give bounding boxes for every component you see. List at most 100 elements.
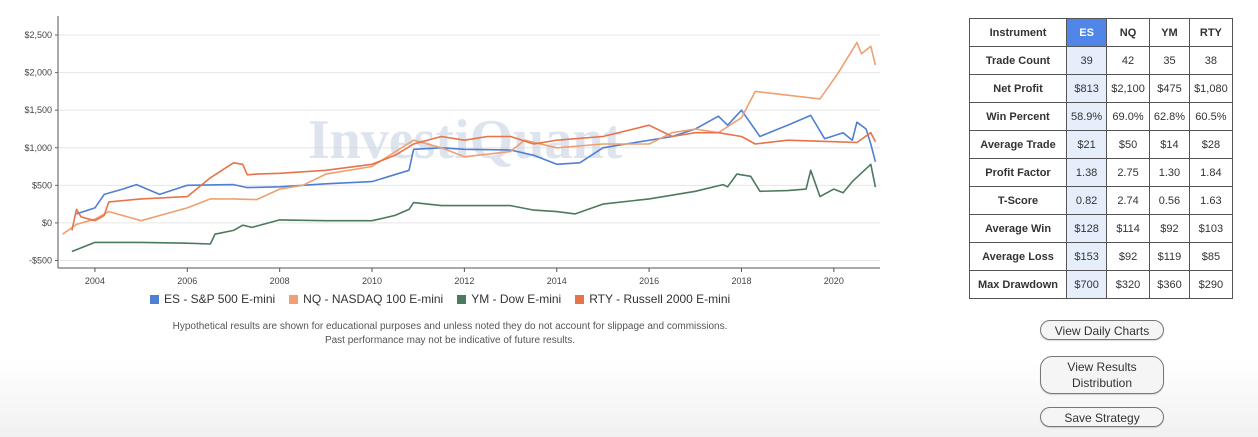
row-label: Net Profit	[969, 74, 1067, 103]
table-row: Win Percent 58.9% 69.0% 62.8% 60.5%	[969, 102, 1233, 131]
row-label: Average Loss	[969, 242, 1067, 271]
y-tick-label: $0	[42, 218, 52, 228]
table-row: Average Win $128 $114 $92 $103	[969, 214, 1233, 243]
cell-nq: 69.0%	[1106, 102, 1150, 131]
cell-nq: $2,100	[1106, 74, 1150, 103]
row-label: T-Score	[969, 186, 1067, 215]
cell-nq: $320	[1106, 270, 1150, 299]
header-instrument: Instrument	[969, 18, 1067, 47]
table-row: Trade Count 39 42 35 38	[969, 46, 1233, 75]
x-tick-label: 2008	[270, 276, 290, 286]
axes	[57, 16, 880, 269]
legend: ES - S&P 500 E-mini NQ - NASDAQ 100 E-mi…	[150, 292, 730, 306]
legend-swatch-rty	[575, 294, 585, 304]
view-daily-charts-button[interactable]: View Daily Charts	[1040, 320, 1164, 340]
cell-rty: 60.5%	[1189, 102, 1233, 131]
metrics-table: Instrument ES NQ YM RTY Trade Count 39 4…	[969, 18, 1233, 299]
cell-rty: $85	[1189, 242, 1233, 271]
cell-rty: 38	[1189, 46, 1233, 75]
row-label: Average Trade	[969, 130, 1067, 159]
cell-nq: $114	[1106, 214, 1150, 243]
x-tick-label: 2010	[362, 276, 382, 286]
cell-es: 0.82	[1065, 186, 1108, 215]
x-tick-label: 2014	[547, 276, 567, 286]
cell-ym: $360	[1148, 270, 1191, 299]
legend-item-ym[interactable]: YM - Dow E-mini	[457, 292, 561, 306]
cell-nq: $92	[1106, 242, 1150, 271]
legend-swatch-es	[150, 294, 159, 304]
view-results-distribution-button[interactable]: View Results Distribution	[1040, 356, 1164, 394]
series-line-nq	[62, 41, 877, 235]
cell-es: $153	[1065, 242, 1108, 271]
row-label: Profit Factor	[969, 158, 1067, 187]
table-row: Average Loss $153 $92 $119 $85	[969, 242, 1233, 271]
cell-es: 58.9%	[1065, 102, 1108, 131]
x-tick-labels: 2004 2006 2008 2010 2012 2014 2016 2018 2020	[85, 268, 844, 286]
cell-nq: 2.75	[1106, 158, 1150, 187]
header-nq[interactable]: NQ	[1106, 18, 1150, 47]
cell-ym: 0.56	[1148, 186, 1191, 215]
cell-rty: $290	[1189, 270, 1233, 299]
row-label: Trade Count	[969, 46, 1067, 75]
header-es[interactable]: ES	[1065, 18, 1108, 47]
table-row: T-Score 0.82 2.74 0.56 1.63	[969, 186, 1233, 215]
table-row: Max Drawdown $700 $320 $360 $290	[969, 270, 1233, 299]
cell-es: 39	[1065, 46, 1108, 75]
series-lines	[62, 41, 877, 253]
cell-nq: $50	[1106, 130, 1150, 159]
x-tick-label: 2012	[454, 276, 474, 286]
cell-rty: $28	[1189, 130, 1233, 159]
cell-ym: $14	[1148, 130, 1191, 159]
table-row: Profit Factor 1.38 2.75 1.30 1.84	[969, 158, 1233, 187]
cell-ym: 1.30	[1148, 158, 1191, 187]
y-tick-label: -$500	[29, 255, 52, 265]
results-distribution-label-1: View Results	[1067, 360, 1137, 374]
cell-ym: 35	[1148, 46, 1191, 75]
cell-ym: $119	[1148, 242, 1191, 271]
legend-label-rty: RTY - Russell 2000 E-mini	[589, 292, 731, 306]
cell-es: $700	[1065, 270, 1108, 299]
cell-es: $21	[1065, 130, 1108, 159]
y-tick-label: $2,000	[24, 68, 52, 78]
y-tick-label: $1,500	[24, 105, 52, 115]
series-line-es	[76, 109, 877, 215]
x-tick-label: 2018	[731, 276, 751, 286]
cell-es: $128	[1065, 214, 1108, 243]
cell-ym: 62.8%	[1148, 102, 1191, 131]
cell-es: $813	[1065, 74, 1108, 103]
legend-swatch-nq	[289, 294, 299, 304]
row-label: Win Percent	[969, 102, 1067, 131]
cell-nq: 42	[1106, 46, 1150, 75]
series-line-rty	[71, 124, 877, 231]
legend-swatch-ym	[457, 294, 467, 304]
disclaimer: Hypothetical results are shown for educa…	[0, 320, 900, 348]
legend-item-rty[interactable]: RTY - Russell 2000 E-mini	[575, 292, 730, 306]
table-row: Average Trade $21 $50 $14 $28	[969, 130, 1233, 159]
legend-label-ym: YM - Dow E-mini	[471, 292, 562, 306]
x-tick-label: 2006	[177, 276, 197, 286]
table-header-row: Instrument ES NQ YM RTY	[969, 18, 1233, 47]
header-rty[interactable]: RTY	[1189, 18, 1233, 47]
cell-nq: 2.74	[1106, 186, 1150, 215]
x-tick-label: 2020	[824, 276, 844, 286]
y-tick-label: $2,500	[24, 30, 52, 40]
cell-rty: 1.63	[1189, 186, 1233, 215]
performance-chart: InvestiQuant -$500$0$500$1,000$1,500$2,0…	[24, 16, 880, 286]
legend-item-es[interactable]: ES - S&P 500 E-mini	[150, 292, 275, 306]
row-label: Average Win	[969, 214, 1067, 243]
y-tick-label: $1,000	[24, 143, 52, 153]
disclaimer-line-2: Past performance may not be indicative o…	[324, 335, 576, 346]
disclaimer-line-1: Hypothetical results are shown for educa…	[172, 321, 728, 332]
cell-rty: $1,080	[1189, 74, 1233, 103]
x-tick-label: 2004	[85, 276, 105, 286]
row-label: Max Drawdown	[969, 270, 1067, 299]
header-ym[interactable]: YM	[1148, 18, 1191, 47]
table-row: Net Profit $813 $2,100 $475 $1,080	[969, 74, 1233, 103]
x-tick-label: 2016	[639, 276, 659, 286]
legend-item-nq[interactable]: NQ - NASDAQ 100 E-mini	[289, 292, 443, 306]
results-distribution-label-2: Distribution	[1071, 376, 1133, 390]
y-tick-label: $500	[32, 180, 52, 190]
cell-rty: 1.84	[1189, 158, 1233, 187]
save-strategy-button[interactable]: Save Strategy	[1040, 407, 1164, 427]
cell-ym: $92	[1148, 214, 1191, 243]
